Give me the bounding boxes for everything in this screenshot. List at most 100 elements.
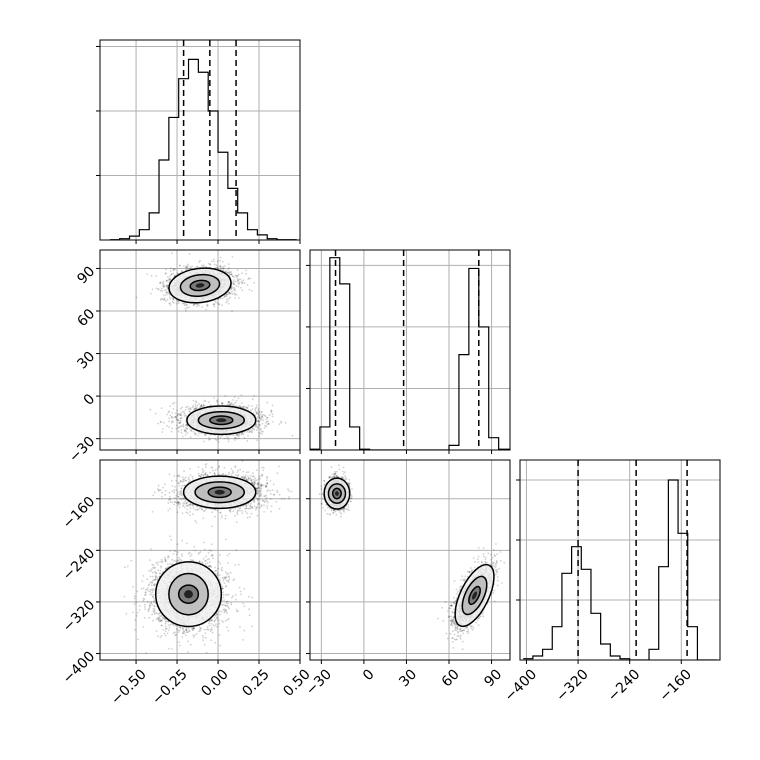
scatter-point <box>175 299 178 302</box>
scatter-point <box>185 304 188 307</box>
scatter-point <box>242 279 245 282</box>
scatter-point <box>171 427 173 430</box>
scatter-point <box>184 303 187 305</box>
scatter-point <box>256 489 259 492</box>
scatter-point <box>243 405 246 408</box>
scatter-point <box>254 425 257 428</box>
scatter-point <box>169 405 171 408</box>
scatter-point <box>237 433 240 436</box>
scatter-point <box>224 395 227 397</box>
scatter-point <box>166 286 169 289</box>
scatter-point <box>265 425 268 428</box>
scatter-point <box>162 421 165 424</box>
scatter-point <box>190 430 193 432</box>
scatter-point <box>253 281 256 284</box>
scatter-point <box>164 272 167 275</box>
scatter-point <box>204 400 207 403</box>
scatter-point <box>200 506 203 509</box>
scatter-point <box>248 277 250 279</box>
scatter-point <box>159 282 162 285</box>
scatter-point <box>200 404 203 407</box>
scatter-point <box>186 508 189 511</box>
scatter-point <box>221 434 224 437</box>
scatter-point <box>172 272 175 275</box>
scatter-point <box>243 436 246 439</box>
scatter-point <box>168 417 170 419</box>
scatter-point <box>259 416 261 419</box>
scatter-point <box>251 398 254 401</box>
scatter-point <box>252 395 255 397</box>
scatter-point <box>247 404 250 407</box>
scatter-point <box>214 300 217 303</box>
scatter-point <box>166 424 168 427</box>
scatter-point <box>184 414 187 416</box>
scatter-point <box>225 298 228 301</box>
scatter-point <box>184 408 187 411</box>
scatter-point <box>159 421 162 423</box>
scatter-point <box>179 417 182 420</box>
scatter-point <box>172 298 175 301</box>
scatter-point <box>247 477 250 479</box>
scatter-point <box>186 267 189 270</box>
scatter-point <box>160 287 163 290</box>
scatter-point <box>200 404 203 407</box>
scatter-point <box>176 502 179 504</box>
scatter-point <box>170 480 173 482</box>
scatter-point <box>195 407 198 410</box>
scatter-point <box>199 259 202 262</box>
scatter-point <box>256 420 258 423</box>
scatter-point <box>245 406 248 409</box>
scatter-point <box>228 401 230 404</box>
scatter-point <box>185 429 188 432</box>
scatter-point <box>272 421 274 423</box>
scatter-point <box>222 267 225 270</box>
scatter-point <box>257 413 260 416</box>
contour-line-0-0-2 <box>168 267 232 304</box>
scatter-point <box>164 300 167 302</box>
scatter-point <box>191 265 194 268</box>
scatter-point <box>254 482 257 484</box>
scatter-point <box>155 287 158 290</box>
scatter-point <box>260 419 262 421</box>
scatter-point <box>166 286 169 289</box>
scatter-point <box>227 400 230 403</box>
scatter-point <box>186 427 189 430</box>
scatter-point <box>177 427 180 429</box>
scatter-point <box>178 264 181 267</box>
scatter-point <box>233 292 236 294</box>
scatter-point <box>257 425 259 428</box>
scatter-point <box>262 466 265 469</box>
scatter-point <box>165 279 168 282</box>
scatter-point <box>192 399 195 402</box>
scatter-point <box>204 473 207 476</box>
scatter-point <box>245 272 248 275</box>
scatter-point <box>258 498 261 501</box>
scatter-point <box>172 298 175 300</box>
scatter-point <box>193 304 196 306</box>
scatter-point <box>178 426 180 429</box>
scatter-point <box>291 434 294 437</box>
scatter-point <box>226 293 229 296</box>
scatter-point <box>180 497 182 500</box>
scatter-point <box>232 399 234 401</box>
scatter-point <box>163 284 166 287</box>
scatter-point <box>216 302 219 304</box>
scatter-point <box>231 310 233 313</box>
scatter-point <box>229 296 232 299</box>
scatter-point <box>202 265 204 268</box>
scatter-point <box>242 406 245 408</box>
scatter-point <box>176 414 179 417</box>
scatter-point <box>187 480 190 483</box>
scatter-point <box>178 492 181 495</box>
scatter-point <box>168 420 171 423</box>
scatter-point <box>273 493 275 496</box>
scatter-point <box>229 270 232 273</box>
scatter-point <box>135 296 138 299</box>
scatter-point <box>237 509 240 511</box>
scatter-point <box>182 423 185 426</box>
scatter-point <box>228 403 231 406</box>
scatter-point <box>241 281 244 284</box>
scatter-point <box>187 504 190 506</box>
scatter-point <box>174 412 177 415</box>
scatter-point <box>217 403 220 406</box>
